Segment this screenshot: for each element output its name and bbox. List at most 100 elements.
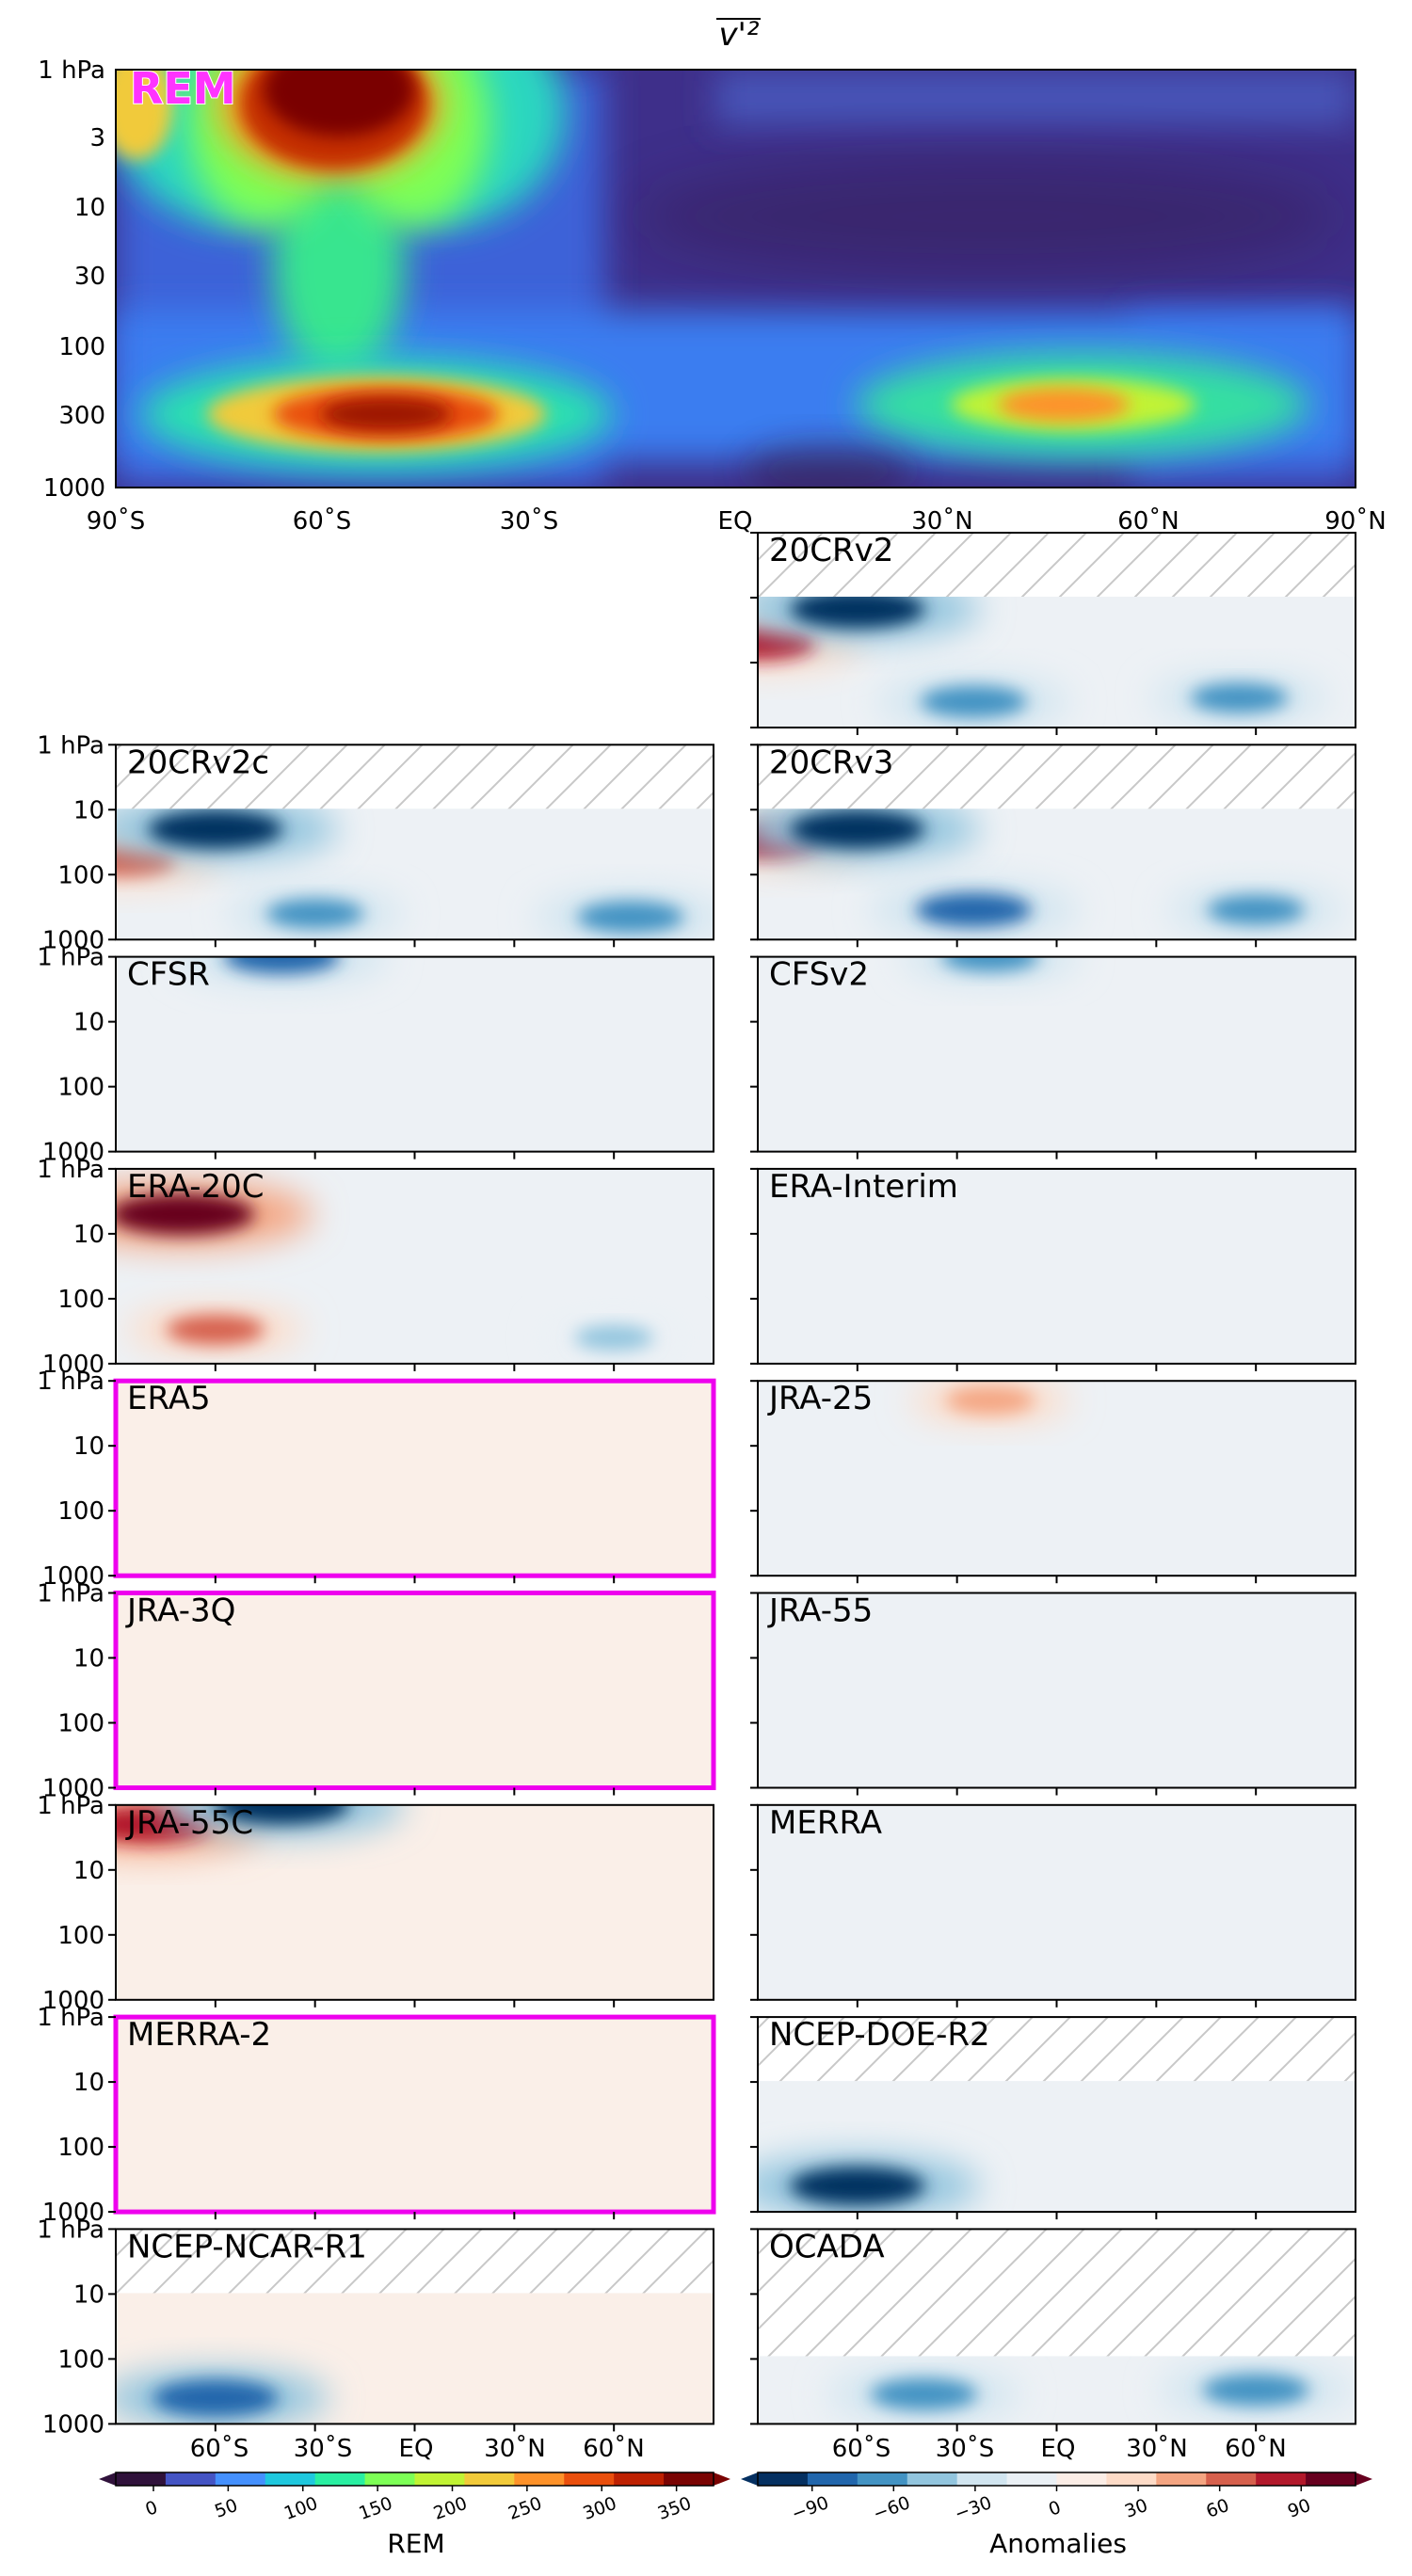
colorbar-tick-label: 90 — [1285, 2495, 1313, 2522]
panel-label: NCEP-DOE-R2 — [769, 2016, 990, 2054]
anomaly-core — [223, 956, 340, 974]
anomaly-colorbar-label: Anomalies — [989, 2528, 1127, 2559]
main-y-tick: 100 — [58, 333, 105, 361]
bottom-x-axis-left: 60˚S 30˚S EQ 30˚N 60˚N — [190, 2435, 645, 2463]
y-tick-label: 1000 — [42, 1351, 104, 1379]
bottom-x-tick: 30˚N — [1126, 2435, 1188, 2463]
main-x-tick: 30˚N — [911, 507, 973, 536]
colorbar-segment — [215, 2472, 266, 2486]
panel-label: JRA-3Q — [125, 1592, 235, 1630]
colorbar-segment — [364, 2472, 415, 2486]
y-tick-label: 100 — [57, 1710, 104, 1738]
panel-field — [116, 1381, 714, 1576]
anomaly-core — [941, 956, 1039, 972]
panel-label: ERA5 — [127, 1380, 211, 1417]
panel-label: MERRA — [769, 1804, 882, 1842]
main-y-tick: 10 — [74, 194, 105, 222]
missing-data-hatch — [758, 533, 1356, 597]
colorbar-tick-label: 250 — [505, 2493, 545, 2524]
colorbar-segment — [116, 2472, 167, 2486]
y-tick-label: 1 hPa — [37, 944, 104, 972]
panel-jra-25: JRA-25 — [750, 1380, 1356, 1584]
y-tick-label: 100 — [57, 1074, 104, 1102]
y-tick-label: 10 — [73, 1221, 104, 1249]
colorbar-segment — [1156, 2472, 1207, 2486]
panel-20crv2c: 20CRv2c 1 hPa 10 100 1000 — [37, 731, 714, 954]
y-tick-label: 1 hPa — [37, 2216, 104, 2244]
main-heatmap — [116, 70, 1356, 488]
colorbar-segment — [614, 2472, 665, 2486]
colorbar-tick-label: −30 — [952, 2492, 994, 2524]
colorbar-tick-label: 300 — [580, 2493, 619, 2524]
y-tick-label: 10 — [73, 1857, 104, 1885]
y-tick-label: 1 hPa — [37, 1368, 104, 1396]
panel-jra-3q: JRA-3Q 1 hPa 10 100 1000 — [37, 1580, 716, 1803]
main-y-tick: 30 — [74, 263, 105, 291]
panel-era5: ERA5 1 hPa 10 100 1000 — [37, 1368, 716, 1591]
figure-title: v'² — [718, 16, 759, 54]
colorbar-tick-label: −90 — [789, 2492, 831, 2524]
anomaly-core — [148, 809, 283, 849]
main-x-tick: 60˚S — [293, 507, 352, 536]
colorbar-tick-label: 100 — [281, 2493, 321, 2524]
bottom-x-tick: EQ — [1041, 2435, 1076, 2463]
anomaly-panels: 20CRv2 20CRv2c 1 hPa 10 100 1000 20CRv3 CFSR 1 h… — [37, 532, 1356, 2439]
missing-data-hatch — [116, 2229, 714, 2294]
colorbar-segment — [807, 2472, 858, 2486]
bottom-x-tick: 60˚S — [190, 2435, 249, 2463]
colorbar-tick-label: 0 — [143, 2497, 161, 2520]
y-tick-label: 100 — [57, 1286, 104, 1314]
panel-label: ERA-20C — [127, 1168, 265, 1206]
panel-ocada: OCADA — [750, 2228, 1356, 2432]
colorbar-tick-label: 30 — [1122, 2495, 1150, 2522]
colorbar-segment — [758, 2472, 809, 2486]
colorbar-segment — [956, 2472, 1008, 2486]
panel-label: ERA-Interim — [769, 1168, 958, 1206]
panel-label: 20CRv3 — [769, 744, 893, 781]
anomaly-core — [870, 2378, 978, 2410]
y-tick-label: 100 — [57, 1497, 104, 1526]
colorbar-segment — [664, 2472, 714, 2486]
y-tick-label: 100 — [57, 2345, 104, 2374]
anomaly-colorbar: −90 −60 −30 0 30 60 90 — [741, 2472, 1372, 2525]
main-x-axis: 90˚S 60˚S 30˚S EQ 30˚N 60˚N 90˚N — [87, 507, 1387, 536]
missing-data-hatch — [116, 744, 714, 809]
main-y-tick: 1 hPa — [38, 56, 105, 85]
colorbar-tick-label: 200 — [431, 2493, 471, 2524]
panel-label: 20CRv2c — [127, 744, 269, 781]
colorbar-segment — [1006, 2472, 1057, 2486]
colorbar-tick-label: 350 — [655, 2493, 695, 2524]
anomaly-core — [1190, 682, 1289, 713]
y-tick-label: 10 — [73, 796, 104, 824]
colorbar-tick-label: 0 — [1046, 2497, 1064, 2520]
panel-background — [758, 1592, 1356, 1788]
colorbar-segment — [265, 2472, 316, 2486]
bottom-x-tick: 30˚N — [484, 2435, 546, 2463]
main-y-tick: 1000 — [43, 474, 105, 503]
colorbar-tick-label: 60 — [1204, 2495, 1232, 2522]
anomaly-core — [790, 589, 925, 629]
colorbar-segment — [314, 2472, 366, 2486]
panel-background — [116, 956, 714, 1152]
panel-merra-2: MERRA-2 1 hPa 10 100 1000 — [37, 2004, 716, 2227]
anomaly-core — [152, 2379, 279, 2417]
colorbar-extend-max — [1356, 2472, 1372, 2486]
panel-cfsv2: CFSv2 — [750, 955, 1356, 1160]
panel-label: OCADA — [769, 2228, 885, 2265]
panel-label: JRA-55 — [767, 1592, 873, 1630]
colorbar-segment — [857, 2472, 908, 2486]
panel-label: JRA-55C — [125, 1804, 253, 1842]
anomaly-core — [790, 2167, 925, 2206]
main-y-tick: 300 — [58, 402, 105, 430]
panel-label: CFSR — [127, 956, 210, 994]
bottom-x-tick: 60˚N — [1225, 2435, 1287, 2463]
panel-jra-55: JRA-55 — [750, 1592, 1356, 1796]
anomaly-core — [1207, 895, 1305, 925]
panel-background — [758, 1168, 1356, 1364]
y-tick-label: 1000 — [42, 2410, 104, 2439]
colorbar-extend-min — [99, 2472, 116, 2486]
panel-label: 20CRv2 — [769, 532, 893, 569]
anomaly-core — [915, 892, 1032, 927]
main-x-tick: EQ — [718, 507, 753, 536]
